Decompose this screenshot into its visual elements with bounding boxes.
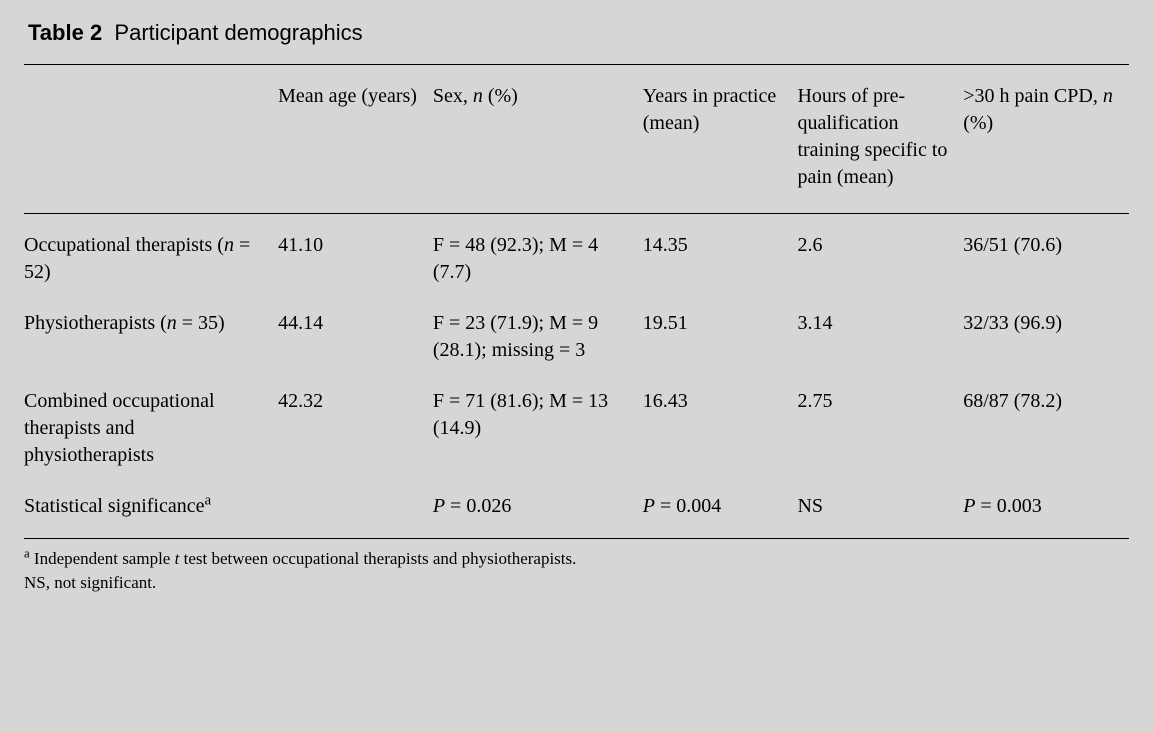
cell-age: 44.14	[278, 298, 433, 376]
footnote-a: a Independent sample t test between occu…	[24, 547, 1129, 571]
cell-years: P = 0.004	[643, 481, 798, 539]
cell-age: 42.32	[278, 376, 433, 481]
cell-hours: 2.75	[797, 376, 963, 481]
col-header-age: Mean age (years)	[278, 65, 433, 214]
table-title: Table 2 Participant demographics	[28, 20, 1129, 46]
cell-age	[278, 481, 433, 539]
cell-cpd: 36/51 (70.6)	[963, 214, 1129, 299]
table-row: Occupational therapists (n = 52) 41.10 F…	[24, 214, 1129, 299]
table-number: Table 2	[28, 20, 102, 45]
table-row: Combined occupational therapists and phy…	[24, 376, 1129, 481]
cell-hours: 3.14	[797, 298, 963, 376]
row-label: Physiotherapists (n = 35)	[24, 298, 278, 376]
cell-sex: P = 0.026	[433, 481, 643, 539]
demographics-table: Mean age (years) Sex, n (%) Years in pra…	[24, 64, 1129, 539]
cell-sex: F = 48 (92.3); M = 4 (7.7)	[433, 214, 643, 299]
cell-cpd: P = 0.003	[963, 481, 1129, 539]
footnote-ns: NS, not significant.	[24, 571, 1129, 595]
cell-hours: NS	[797, 481, 963, 539]
header-row: Mean age (years) Sex, n (%) Years in pra…	[24, 65, 1129, 214]
cell-hours: 2.6	[797, 214, 963, 299]
table-row: Physiotherapists (n = 35) 44.14 F = 23 (…	[24, 298, 1129, 376]
table-caption: Participant demographics	[114, 20, 362, 45]
cell-sex: F = 23 (71.9); M = 9 (28.1); missing = 3	[433, 298, 643, 376]
row-label: Combined occupational therapists and phy…	[24, 376, 278, 481]
cell-years: 16.43	[643, 376, 798, 481]
footnotes: a Independent sample t test between occu…	[24, 547, 1129, 595]
col-header-group	[24, 65, 278, 214]
col-header-cpd: >30 h pain CPD, n (%)	[963, 65, 1129, 214]
cell-age: 41.10	[278, 214, 433, 299]
cell-sex: F = 71 (81.6); M = 13 (14.9)	[433, 376, 643, 481]
cell-cpd: 32/33 (96.9)	[963, 298, 1129, 376]
col-header-hours: Hours of pre-qualification training spec…	[797, 65, 963, 214]
cell-years: 19.51	[643, 298, 798, 376]
table-row: Statistical significancea P = 0.026 P = …	[24, 481, 1129, 539]
row-label: Statistical significancea	[24, 481, 278, 539]
cell-years: 14.35	[643, 214, 798, 299]
col-header-years: Years in practice (mean)	[643, 65, 798, 214]
row-label: Occupational therapists (n = 52)	[24, 214, 278, 299]
cell-cpd: 68/87 (78.2)	[963, 376, 1129, 481]
col-header-sex: Sex, n (%)	[433, 65, 643, 214]
